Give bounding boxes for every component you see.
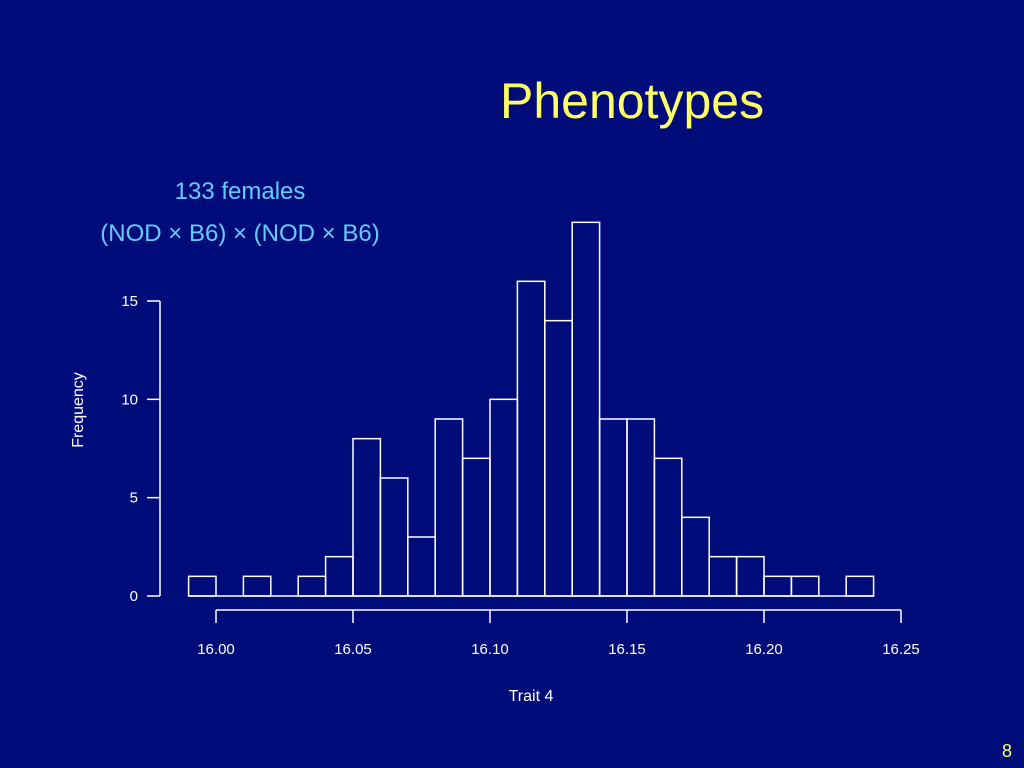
y-tick-label: 10 — [121, 391, 138, 408]
histogram-bar — [845, 575, 875, 597]
histogram-bar — [598, 418, 628, 597]
histogram-bar — [571, 221, 601, 597]
histogram-bar — [297, 575, 327, 597]
histogram-bar — [461, 457, 491, 597]
histogram-bar — [242, 575, 272, 597]
page-number: 8 — [1001, 741, 1012, 761]
y-tick-label: 5 — [130, 490, 138, 507]
x-tick-label: 16.15 — [608, 641, 646, 658]
histogram-bar — [489, 398, 519, 597]
histogram-bar — [790, 575, 820, 597]
x-tick-label: 16.10 — [471, 641, 509, 658]
y-tick-label: 15 — [121, 293, 138, 310]
x-tick-label: 16.00 — [197, 641, 235, 658]
histogram-bar — [735, 555, 765, 597]
histogram-bar — [352, 437, 382, 597]
x-tick-label: 16.20 — [745, 641, 783, 658]
y-axis-label: Frequency — [70, 372, 87, 448]
histogram-bar — [324, 555, 354, 597]
x-tick-label: 16.25 — [882, 641, 920, 658]
histogram-bar — [653, 457, 683, 597]
histogram-bar — [763, 575, 793, 597]
histogram-bar — [544, 319, 573, 597]
chart-axes: 0 5 10 15 16.00 16.05 16.10 16.15 16.20 16.25 — [121, 293, 919, 658]
slide-title: Phenotypes — [500, 73, 765, 129]
histogram-bar — [626, 418, 656, 597]
histogram-bar — [516, 280, 546, 597]
x-axis-label: Trait 4 — [509, 688, 554, 705]
histogram-bar — [379, 477, 409, 597]
subtitle-sample-size: 133 females — [174, 178, 306, 205]
y-tick-label: 0 — [130, 588, 138, 605]
histogram-bar — [681, 516, 710, 597]
histogram-bar — [407, 536, 436, 597]
histogram-bar — [434, 418, 464, 597]
histogram-bar — [708, 555, 738, 597]
histogram-bar — [187, 575, 217, 597]
subtitle-cross: (NOD × B6) × (NOD × B6) — [100, 220, 380, 247]
x-tick-label: 16.05 — [334, 641, 372, 658]
histogram-bars — [187, 221, 875, 597]
